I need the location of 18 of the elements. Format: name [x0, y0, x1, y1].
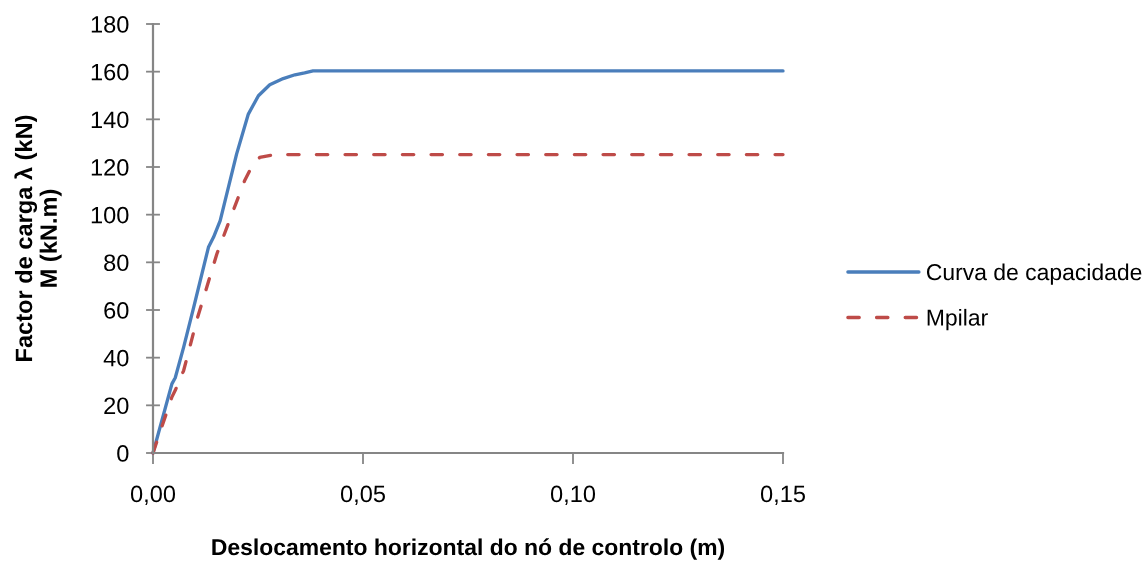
y-tick-label: 20 [104, 397, 129, 415]
y-tick-label: 140 [91, 111, 129, 129]
y-tick-label: 180 [91, 16, 129, 33]
y-tick-label: 100 [91, 206, 129, 224]
y-tick-label: 80 [104, 254, 129, 272]
y-tick-label: 60 [104, 302, 129, 319]
x-tick-label: 0,00 [130, 485, 176, 506]
legend-label: Curva de capacidade [926, 263, 1142, 285]
x-tick-label: 0,10 [550, 485, 596, 506]
legend-label: Mpilar [927, 308, 988, 331]
y-tick-label: 0 [117, 445, 129, 462]
y-tick-label: 120 [91, 159, 129, 176]
x-axis-title: Deslocamento horizontal do nó de controlo (m) [212, 538, 725, 560]
x-tick-label: 0,15 [760, 485, 805, 506]
y-axis-title: Factor de carga λ (kN) M (kN.m) [14, 115, 62, 361]
y-tick-label: 40 [103, 349, 129, 367]
x-tick-label: 0,05 [340, 485, 385, 506]
y-tick-label: 160 [91, 63, 129, 81]
